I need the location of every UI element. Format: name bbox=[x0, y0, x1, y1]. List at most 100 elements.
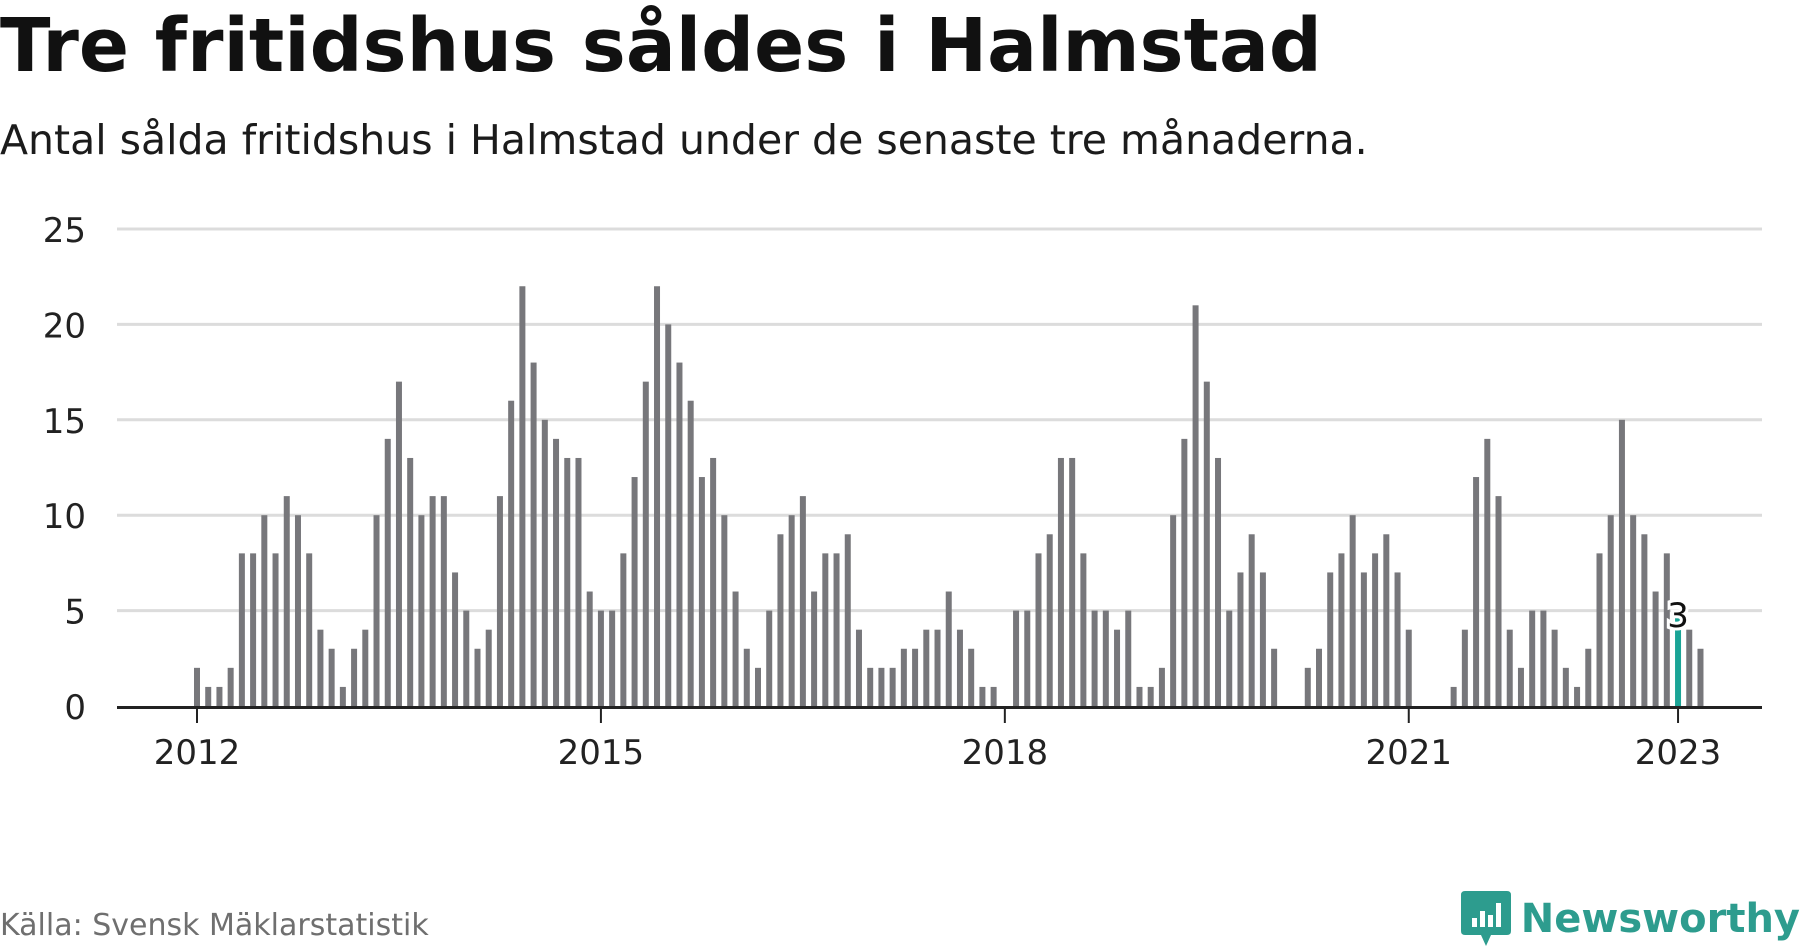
bar bbox=[889, 667, 896, 706]
bar bbox=[1147, 686, 1154, 706]
bar bbox=[597, 610, 604, 706]
bar bbox=[1495, 496, 1502, 706]
bar bbox=[1663, 553, 1670, 706]
bar bbox=[1630, 515, 1637, 706]
bar bbox=[1181, 438, 1188, 706]
bar bbox=[631, 477, 638, 706]
bar bbox=[743, 648, 750, 706]
bar bbox=[1226, 610, 1233, 706]
highlight-value-label: 3 bbox=[1667, 596, 1689, 636]
bar bbox=[227, 667, 234, 706]
bar bbox=[1562, 667, 1569, 706]
bar bbox=[530, 362, 537, 706]
bar bbox=[799, 496, 806, 706]
bar bbox=[1394, 572, 1401, 706]
bar bbox=[1360, 572, 1367, 706]
bar bbox=[328, 648, 335, 706]
bar bbox=[1046, 534, 1053, 706]
bar bbox=[721, 515, 728, 706]
bar bbox=[1069, 457, 1076, 706]
brand: Newsworthy bbox=[1460, 888, 1800, 950]
bar bbox=[553, 438, 560, 706]
bar bbox=[564, 457, 571, 706]
bar bbox=[1203, 381, 1210, 706]
bar bbox=[1215, 457, 1222, 706]
bar bbox=[463, 610, 470, 706]
bar bbox=[945, 591, 952, 706]
bar bbox=[788, 515, 795, 706]
bar bbox=[575, 457, 582, 706]
bar bbox=[1484, 438, 1491, 706]
bar bbox=[1316, 648, 1322, 706]
bar bbox=[362, 629, 369, 706]
bar bbox=[990, 686, 997, 706]
bar bbox=[620, 553, 627, 706]
bar bbox=[395, 381, 402, 706]
bar bbox=[452, 572, 459, 706]
bar bbox=[1697, 648, 1704, 706]
bar bbox=[294, 515, 301, 706]
bar bbox=[1405, 629, 1412, 706]
bar bbox=[1450, 686, 1457, 706]
bar bbox=[1585, 648, 1592, 706]
bar bbox=[1327, 572, 1334, 706]
bar bbox=[586, 591, 593, 706]
bar bbox=[1136, 686, 1143, 706]
bar bbox=[1271, 648, 1278, 706]
bar bbox=[407, 457, 414, 706]
bar bbox=[710, 457, 717, 706]
bar bbox=[1596, 553, 1603, 706]
bar bbox=[1259, 572, 1266, 706]
bar bbox=[216, 686, 223, 706]
bar bbox=[777, 534, 784, 706]
x-tick-label: 2012 bbox=[154, 733, 241, 773]
bar bbox=[687, 400, 694, 706]
bar bbox=[1652, 591, 1659, 706]
bar bbox=[844, 534, 851, 706]
bar bbox=[541, 419, 548, 706]
bar bbox=[205, 686, 212, 706]
bar bbox=[1349, 515, 1356, 706]
x-tick-label: 2015 bbox=[558, 733, 645, 773]
y-tick-label: 25 bbox=[43, 211, 86, 251]
y-tick-label: 20 bbox=[43, 306, 86, 346]
bar bbox=[1372, 553, 1379, 706]
bar bbox=[1057, 457, 1064, 706]
bar bbox=[339, 686, 346, 706]
bar bbox=[1517, 667, 1524, 706]
bar bbox=[474, 648, 481, 706]
bar bbox=[766, 610, 773, 706]
bar bbox=[1192, 305, 1199, 706]
x-axis: 2012 2015 2018 2021 2023 bbox=[117, 706, 1762, 773]
chart-subtitle: Antal sålda fritidshus i Halmstad under … bbox=[0, 116, 1368, 164]
bar bbox=[1641, 534, 1648, 706]
bar bbox=[1607, 515, 1614, 706]
bar bbox=[373, 515, 380, 706]
bar bbox=[496, 496, 503, 706]
bar bbox=[755, 667, 761, 706]
bar bbox=[1170, 515, 1177, 706]
bar bbox=[1473, 477, 1480, 706]
bar bbox=[878, 667, 885, 706]
bar bbox=[732, 591, 739, 706]
bar bbox=[1540, 610, 1547, 706]
bar bbox=[1383, 534, 1390, 706]
bar bbox=[238, 553, 245, 706]
source-note: Källa: Svensk Mäklarstatistik bbox=[0, 908, 429, 943]
bar bbox=[519, 286, 526, 706]
bar bbox=[384, 438, 391, 706]
bar bbox=[676, 362, 683, 706]
bar bbox=[1618, 419, 1625, 706]
bar bbox=[429, 496, 436, 706]
bar bbox=[1338, 553, 1345, 706]
bar bbox=[900, 648, 907, 706]
bar bbox=[1237, 572, 1244, 706]
bar bbox=[956, 629, 963, 706]
bar bbox=[1506, 629, 1513, 706]
bar bbox=[418, 515, 425, 706]
bar bbox=[923, 629, 930, 706]
y-tick-label: 0 bbox=[64, 688, 86, 728]
bar bbox=[698, 477, 705, 706]
bar bbox=[1125, 610, 1132, 706]
bar bbox=[654, 286, 661, 706]
